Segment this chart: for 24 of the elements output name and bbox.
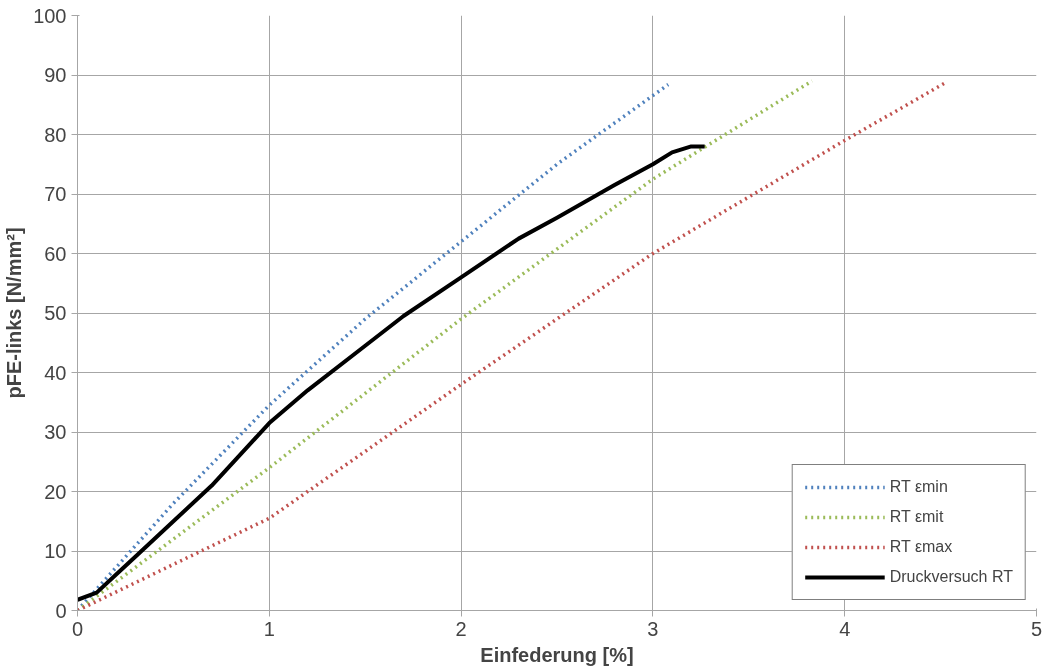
y-tick-label: 80: [44, 123, 67, 146]
legend-label: RT εmax: [889, 538, 953, 556]
legend-label: Druckversuch RT: [889, 568, 1013, 586]
y-tick-label: 50: [44, 302, 67, 324]
x-axis-title: Einfederung [%]: [480, 643, 634, 666]
x-tick-label: 3: [647, 617, 659, 640]
legend-label: RT εmin: [889, 478, 948, 496]
x-tick-label: 1: [263, 617, 275, 640]
x-tick-label: 5: [1030, 617, 1043, 640]
y-tick-label: 70: [44, 183, 67, 205]
y-tick-label: 90: [44, 64, 67, 86]
y-tick-label: 0: [55, 599, 67, 622]
x-tick-label: 2: [455, 617, 467, 640]
y-tick-label: 30: [44, 421, 67, 443]
x-tick-label: 0: [71, 617, 84, 640]
y-tick-label: 60: [44, 242, 67, 265]
line-series: [77, 144, 707, 602]
y-tick-label: 100: [33, 4, 67, 27]
y-axis-title: pFE-links [N/mm²]: [3, 227, 26, 399]
legend-label: RT εmit: [889, 508, 944, 526]
y-tick-label: 10: [44, 540, 67, 562]
y-tick-label: 20: [44, 480, 67, 503]
y-tick-label: 40: [44, 361, 67, 384]
x-tick-label: 4: [839, 617, 851, 640]
